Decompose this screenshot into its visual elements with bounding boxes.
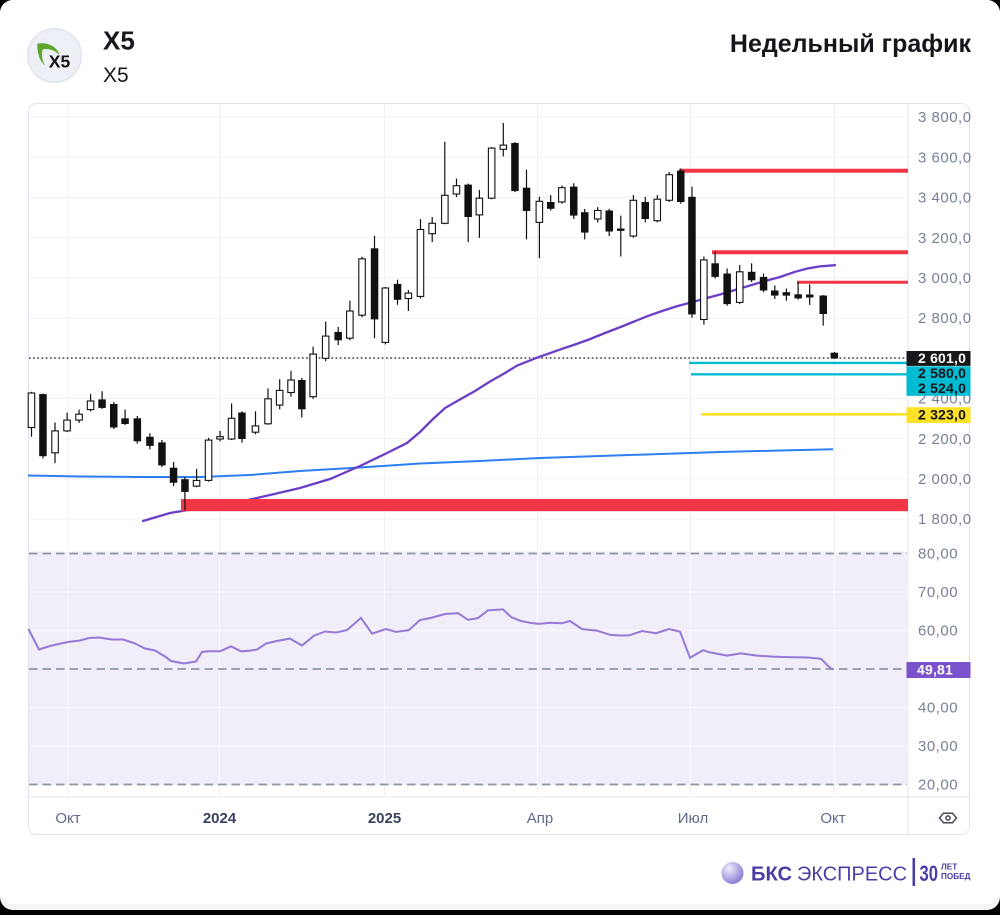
svg-text:70,00: 70,00 xyxy=(918,584,958,601)
svg-text:80,00: 80,00 xyxy=(918,546,958,563)
svg-text:30,00: 30,00 xyxy=(918,738,958,755)
svg-text:2 601,0: 2 601,0 xyxy=(918,350,966,366)
svg-text:2 000,0: 2 000,0 xyxy=(918,471,972,488)
svg-text:49,81: 49,81 xyxy=(917,662,953,678)
svg-text:2 580,0: 2 580,0 xyxy=(918,365,966,381)
svg-text:2 800,0: 2 800,0 xyxy=(918,310,972,327)
svg-text:X5: X5 xyxy=(103,64,129,87)
svg-text:Окт: Окт xyxy=(820,810,845,827)
svg-text:1 800,0: 1 800,0 xyxy=(918,511,972,528)
svg-text:Апр: Апр xyxy=(527,810,553,827)
svg-text:X5: X5 xyxy=(49,51,71,71)
svg-text:2024: 2024 xyxy=(203,810,237,827)
svg-text:3 800,0: 3 800,0 xyxy=(918,109,972,126)
svg-text:X5: X5 xyxy=(103,26,135,56)
svg-text:2025: 2025 xyxy=(368,810,401,827)
svg-text:Недельный график: Недельный график xyxy=(730,30,972,58)
svg-text:60,00: 60,00 xyxy=(918,623,958,640)
svg-text:2 524,0: 2 524,0 xyxy=(918,380,966,396)
svg-text:2 200,0: 2 200,0 xyxy=(918,431,972,448)
svg-text:БКС: БКС xyxy=(751,863,792,886)
svg-text:Июл: Июл xyxy=(678,810,708,827)
svg-text:20,00: 20,00 xyxy=(918,777,958,794)
svg-text:40,00: 40,00 xyxy=(918,700,958,717)
svg-text:ЭКСПРЕСС: ЭКСПРЕСС xyxy=(797,863,907,886)
svg-text:ЛЕТ: ЛЕТ xyxy=(941,863,957,872)
svg-text:3 000,0: 3 000,0 xyxy=(918,270,972,287)
svg-text:3 600,0: 3 600,0 xyxy=(918,149,972,166)
svg-text:Окт: Окт xyxy=(55,810,80,827)
svg-text:30: 30 xyxy=(920,861,939,886)
svg-text:3 200,0: 3 200,0 xyxy=(918,230,972,247)
svg-text:3 400,0: 3 400,0 xyxy=(918,190,972,207)
svg-text:2 323,0: 2 323,0 xyxy=(918,407,966,423)
svg-text:ПОБЕД: ПОБЕД xyxy=(941,872,971,881)
